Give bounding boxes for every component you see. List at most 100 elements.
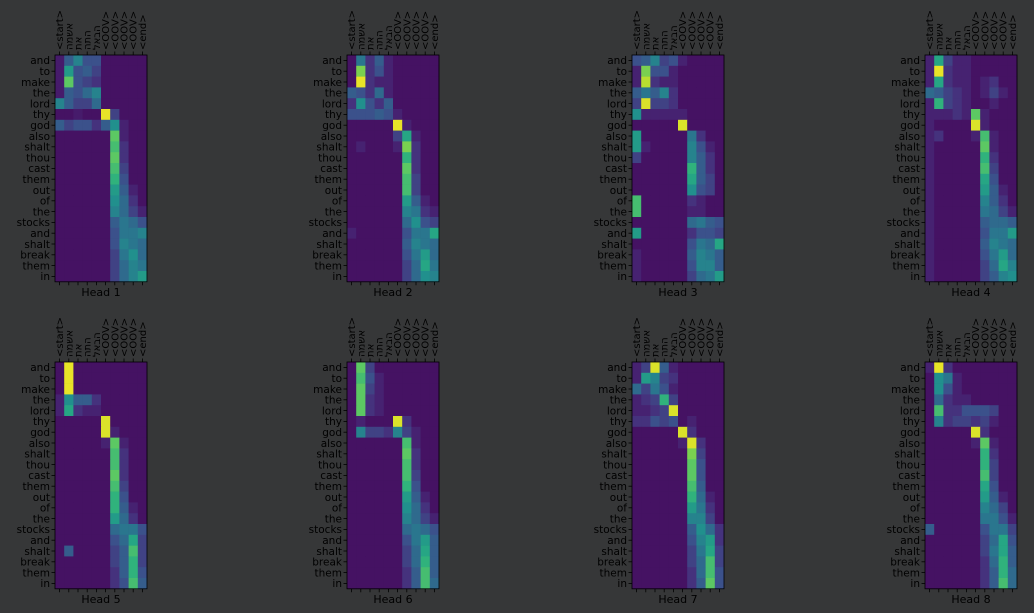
- heatmap-cell: [64, 556, 74, 568]
- heatmap-cell: [1007, 271, 1018, 283]
- heatmap-cell: [1007, 383, 1018, 395]
- heatmap-cell: [952, 163, 963, 175]
- heatmap-cell: [393, 372, 403, 384]
- heatmap-cell: [989, 206, 999, 218]
- heatmap-cell: [659, 55, 670, 67]
- heatmap-cell: [925, 545, 935, 557]
- heatmap-cell: [356, 217, 366, 229]
- heatmap-cell: [998, 362, 1009, 374]
- heatmap-cell: [347, 394, 357, 406]
- heatmap-cell: [374, 65, 385, 77]
- heatmap-cell: [128, 502, 139, 514]
- heatmap-cell: [696, 65, 706, 77]
- heatmap-cell: [429, 55, 440, 67]
- y-tick-label: out: [325, 185, 342, 197]
- heatmap-cell: [687, 426, 697, 438]
- heatmap-cell: [110, 173, 120, 185]
- heatmap-cell: [91, 87, 102, 99]
- heatmap-cell: [678, 372, 688, 384]
- heatmap-cell: [678, 448, 688, 460]
- heatmap-cell: [110, 271, 120, 283]
- heatmap-cell: [356, 173, 366, 185]
- y-tick-label: make: [598, 384, 627, 396]
- heatmap-cell: [952, 545, 963, 557]
- heatmap-cell: [687, 502, 697, 514]
- heatmap-cell: [705, 362, 716, 374]
- heatmap-cell: [971, 480, 981, 492]
- heatmap-cell: [137, 502, 148, 514]
- heatmap-cell: [393, 87, 403, 99]
- heatmap-cell: [110, 513, 120, 525]
- heatmap-cell: [989, 383, 999, 395]
- heatmap-cell: [347, 480, 357, 492]
- heatmap-cell: [393, 567, 403, 579]
- heatmap-cell: [952, 491, 963, 503]
- heatmap-cell: [137, 152, 148, 164]
- heatmap-cell: [641, 238, 651, 250]
- heatmap-cell: [641, 130, 651, 142]
- heatmap-cell: [383, 480, 394, 492]
- heatmap-cell: [998, 163, 1009, 175]
- y-tick-label: the: [33, 206, 50, 218]
- heatmap-cell: [714, 383, 725, 395]
- y-tick-label: shalt: [316, 142, 342, 154]
- head-label: Head 3: [658, 286, 697, 299]
- heatmap-cell: [668, 184, 679, 196]
- x-tick-label: <OOV>: [129, 11, 140, 50]
- heatmap-cell: [696, 109, 706, 121]
- heatmap-cell: [989, 163, 999, 175]
- heatmap-cell: [119, 173, 129, 185]
- heatmap-cell: [429, 184, 440, 196]
- heatmap-cell: [980, 383, 990, 395]
- heatmap-cell: [925, 491, 935, 503]
- x-tick-label: <OOV>: [980, 11, 991, 50]
- heatmap-cell: [961, 513, 972, 525]
- heatmap-cell: [374, 206, 385, 218]
- heatmap-cell: [347, 260, 357, 272]
- heatmap-cell: [82, 459, 93, 471]
- heatmap-cell: [128, 152, 139, 164]
- x-tick-label: <OOV>: [129, 318, 140, 357]
- heatmap-cell: [714, 152, 725, 164]
- y-tick-label: god: [900, 427, 920, 439]
- x-tick-label: <OOV>: [687, 318, 698, 357]
- heatmap-cell: [971, 394, 981, 406]
- heatmap-cell: [429, 383, 440, 395]
- heatmap-cell: [998, 141, 1009, 153]
- heatmap-cell: [119, 130, 129, 142]
- x-tick-label: <OOV>: [421, 11, 432, 50]
- heatmap-cell: [411, 76, 421, 88]
- y-tick-label: in: [910, 578, 920, 590]
- heatmap-cell: [137, 372, 148, 384]
- heatmap-cell: [91, 502, 102, 514]
- heatmap-cell: [91, 249, 102, 261]
- heatmap-cell: [128, 217, 139, 229]
- heatmap-cell: [650, 524, 660, 536]
- heatmap-cell: [668, 217, 679, 229]
- heatmap-cell: [971, 217, 981, 229]
- heatmap-cell: [998, 545, 1009, 557]
- heatmap-cell: [952, 362, 963, 374]
- heatmap-cell: [659, 567, 670, 579]
- heatmap-cell: [705, 195, 716, 207]
- heatmap-cell: [55, 372, 65, 384]
- heatmap-cell: [402, 448, 412, 460]
- heatmap-cell: [374, 184, 385, 196]
- heatmap-cell: [925, 206, 935, 218]
- heatmap-cell: [925, 130, 935, 142]
- heatmap-cell: [128, 459, 139, 471]
- head-label: Head 5: [81, 593, 120, 606]
- heatmap-cell: [641, 394, 651, 406]
- heatmap-cell: [952, 109, 963, 121]
- heatmap-cell: [73, 362, 83, 374]
- heatmap-cell: [980, 227, 990, 239]
- heatmap-cell: [374, 152, 385, 164]
- heatmap-cell: [365, 459, 375, 471]
- heatmap-cell: [687, 55, 697, 67]
- heatmap-cell: [411, 448, 421, 460]
- heatmap-cell: [980, 405, 990, 417]
- heatmap-cell: [91, 173, 102, 185]
- heatmap-cell: [952, 152, 963, 164]
- heatmap-cell: [668, 556, 679, 568]
- y-tick-label: and: [900, 55, 920, 67]
